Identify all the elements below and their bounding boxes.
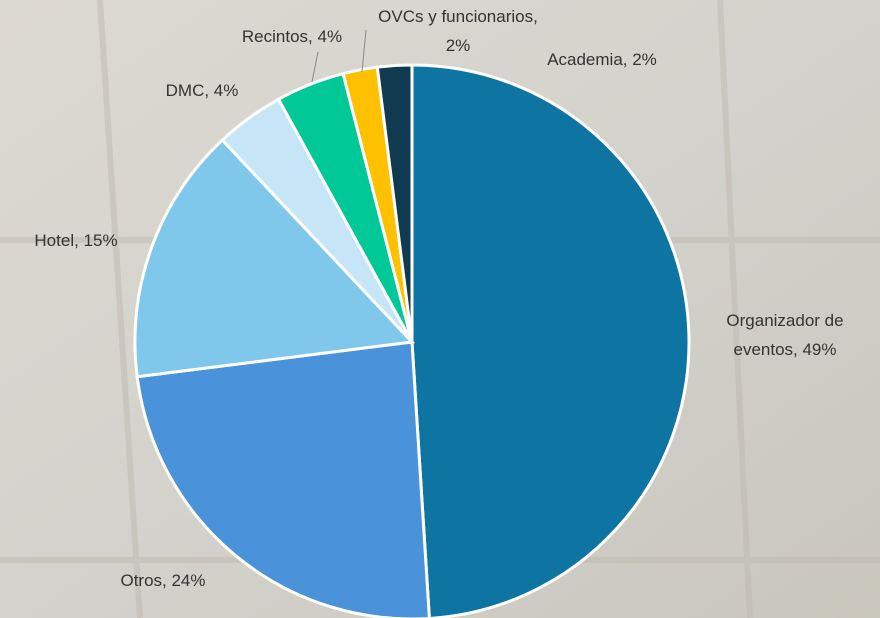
pie-slice xyxy=(410,63,691,618)
pie-slice xyxy=(133,137,416,379)
pie-slice xyxy=(135,340,431,618)
data-label-line: Academia, 2% xyxy=(547,50,657,69)
leader-line xyxy=(361,29,367,73)
data-label: Academia, 2% xyxy=(547,50,657,69)
data-label-line: eventos, 49% xyxy=(733,340,836,359)
data-label-line: Recintos, 4% xyxy=(242,27,342,46)
pie-slice xyxy=(375,63,414,343)
data-label-line: Otros, 24% xyxy=(120,571,205,590)
data-label: Recintos, 4% xyxy=(242,27,342,46)
data-label-line: Hotel, 15% xyxy=(34,231,117,250)
data-label-line: Organizador de xyxy=(726,311,843,330)
data-label-line: OVCs y funcionarios, xyxy=(378,7,538,26)
data-label: Otros, 24% xyxy=(120,571,205,590)
data-label-line: 2% xyxy=(446,36,471,55)
data-label: Organizador de eventos, 49% xyxy=(726,311,843,359)
data-label: OVCs y funcionarios, 2% xyxy=(378,7,538,55)
data-label: Hotel, 15% xyxy=(34,231,117,250)
leader-line xyxy=(311,51,319,83)
data-label-line: DMC, 4% xyxy=(166,81,239,100)
data-label: DMC, 4% xyxy=(166,81,239,100)
